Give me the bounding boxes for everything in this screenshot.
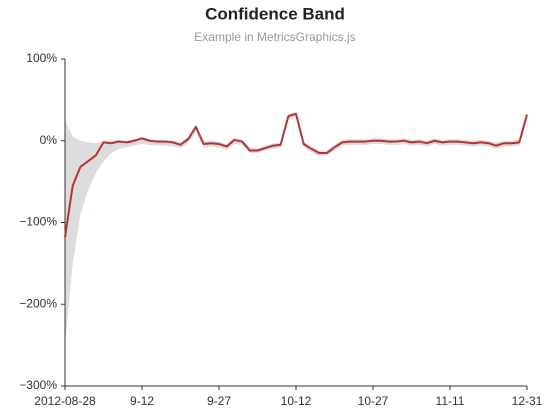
x-tick-label: 10-27 <box>358 394 389 408</box>
chart-title: Confidence Band <box>205 4 345 23</box>
y-tick-label: 100% <box>26 51 57 65</box>
y-tick-label: 0% <box>40 133 58 147</box>
y-tick-label: −200% <box>19 296 57 310</box>
line <box>64 112 528 238</box>
chart-subtitle: Example in MetricsGraphics.js <box>194 30 355 44</box>
x-tick-label: 11-11 <box>436 394 465 408</box>
x-tick-label: 10-12 <box>281 394 312 408</box>
x-tick-label: 2012-08-28 <box>34 394 96 408</box>
x-tick-label: 9-27 <box>207 394 231 408</box>
x-tick-label: 9-12 <box>130 394 154 408</box>
x-tick-label: 12-31 <box>512 394 543 408</box>
y-tick-label: −100% <box>19 215 57 229</box>
y-tick-label: −300% <box>19 378 57 392</box>
confidence-band <box>65 112 527 346</box>
